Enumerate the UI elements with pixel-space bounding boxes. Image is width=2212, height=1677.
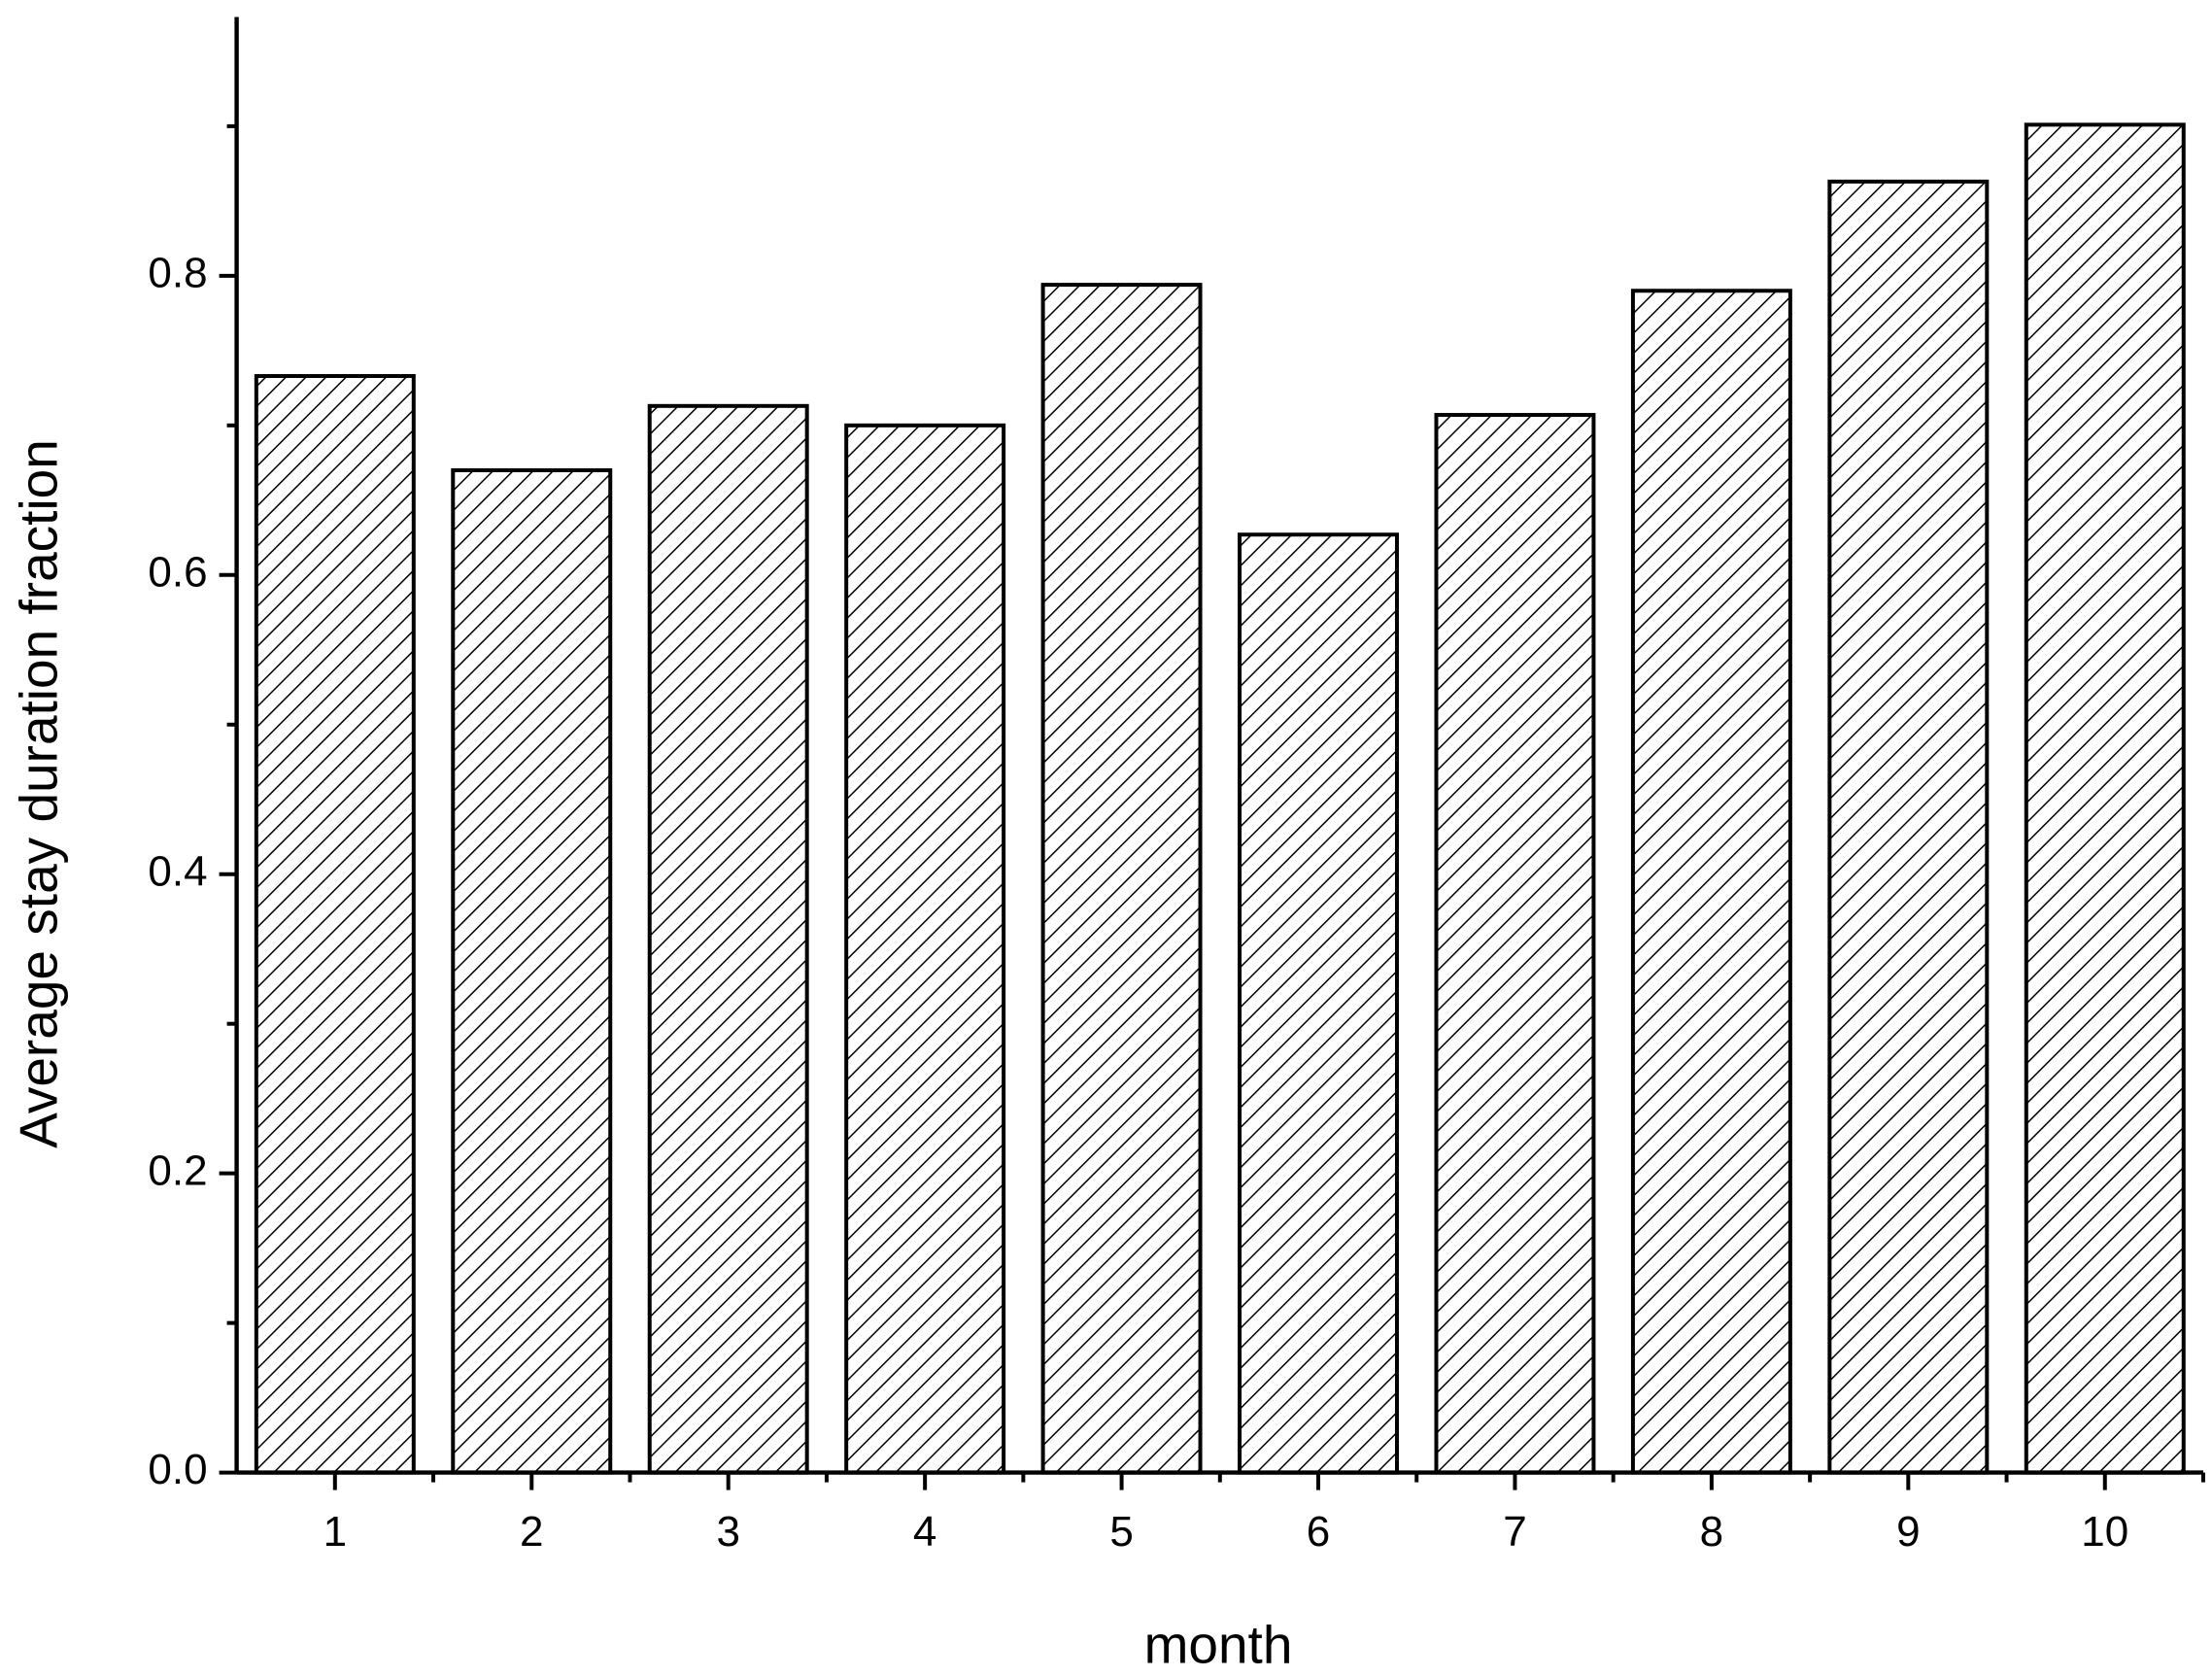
bar bbox=[844, 423, 1006, 1475]
x-tick-label: 4 bbox=[913, 1508, 936, 1556]
x-axis-title: month bbox=[1144, 1615, 1293, 1675]
x-tick-label: 2 bbox=[520, 1508, 543, 1556]
bar bbox=[1434, 413, 1596, 1475]
bar bbox=[1040, 283, 1203, 1475]
bar bbox=[1827, 179, 1990, 1475]
x-tick-label: 9 bbox=[1896, 1508, 1920, 1556]
x-tick-label: 1 bbox=[323, 1508, 347, 1556]
y-axis-title: Average stay duration fraction bbox=[9, 439, 69, 1148]
y-tick-label: 0.2 bbox=[148, 1147, 207, 1194]
x-tick-label: 10 bbox=[2081, 1508, 2128, 1556]
bar bbox=[1630, 289, 1792, 1475]
bar bbox=[647, 403, 809, 1475]
x-tick-label: 3 bbox=[716, 1508, 739, 1556]
bar bbox=[1238, 532, 1399, 1475]
x-tick-label: 7 bbox=[1503, 1508, 1526, 1556]
bar bbox=[451, 468, 613, 1475]
y-tick-label: 0.0 bbox=[148, 1446, 207, 1493]
y-tick-label: 0.6 bbox=[148, 548, 207, 596]
x-tick-label: 5 bbox=[1109, 1508, 1133, 1556]
bar bbox=[254, 374, 416, 1475]
x-tick-label: 6 bbox=[1307, 1508, 1330, 1556]
y-tick-label: 0.4 bbox=[148, 847, 207, 895]
x-tick-label: 8 bbox=[1700, 1508, 1723, 1556]
y-tick-label: 0.8 bbox=[148, 249, 207, 296]
bar bbox=[2024, 122, 2186, 1475]
